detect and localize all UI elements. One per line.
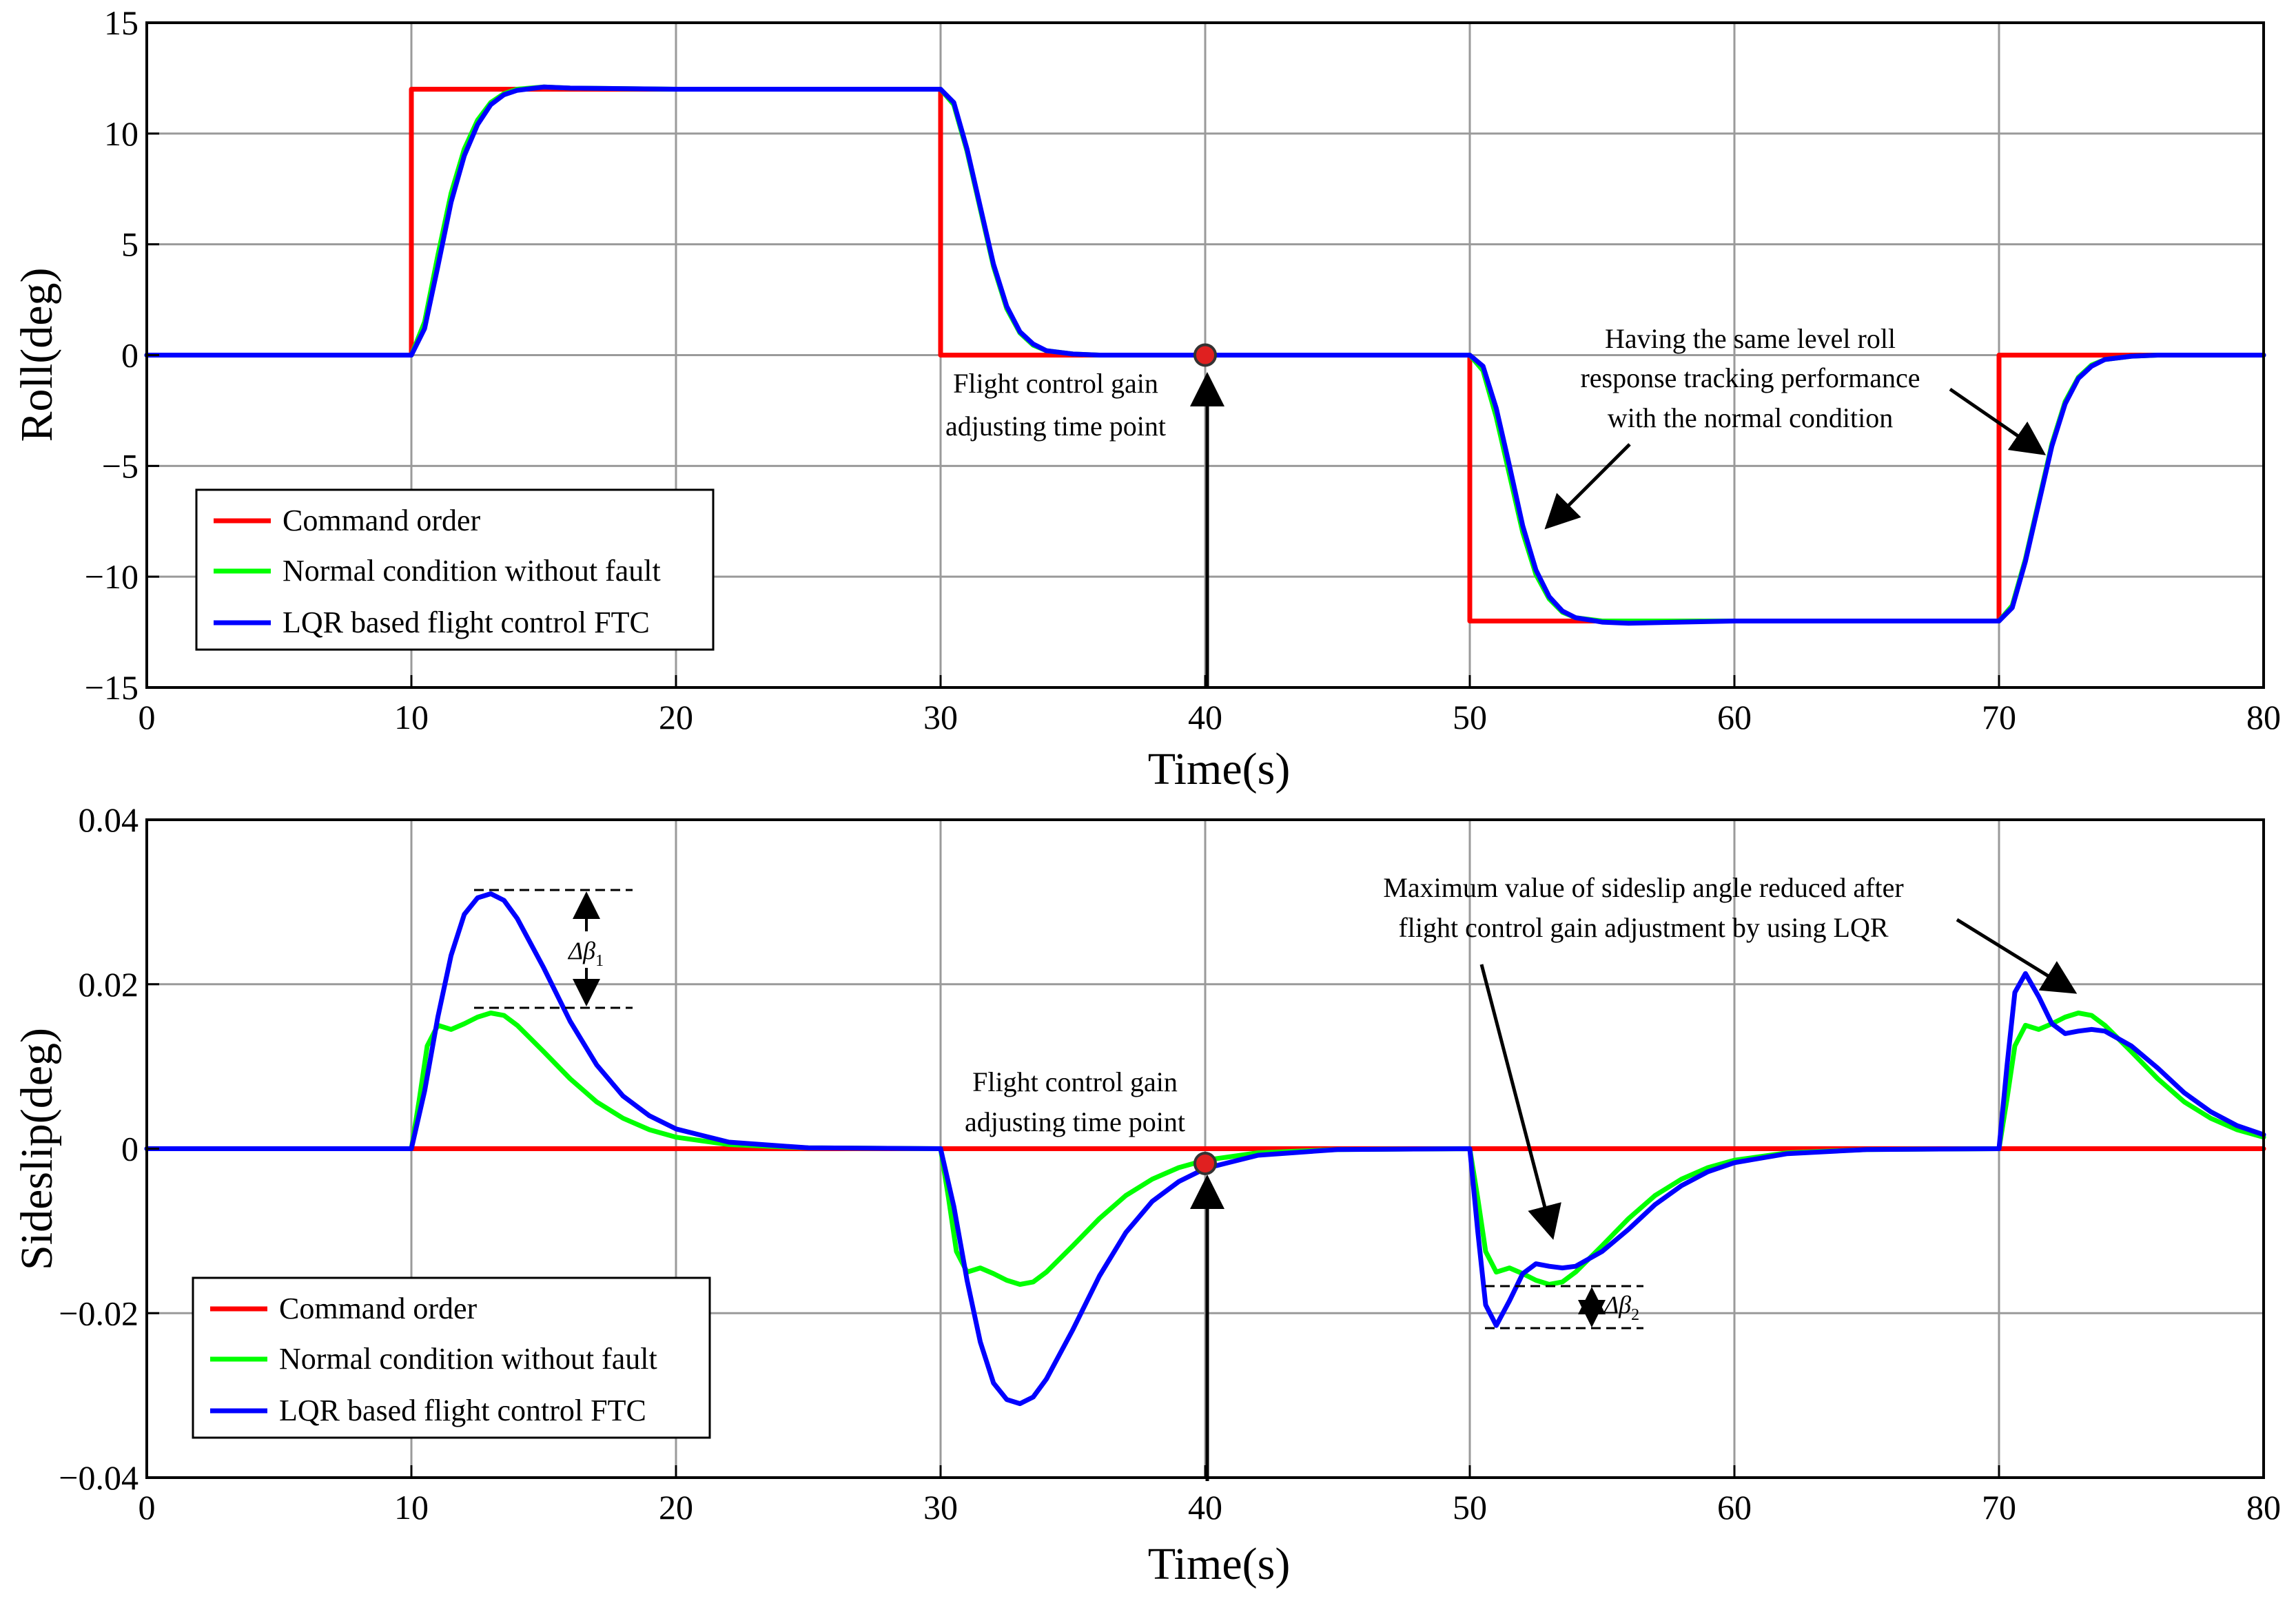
roll-performance-arrow-right (1949, 387, 2047, 455)
delta-beta-2-label: Δβ2 (1603, 1291, 1639, 1324)
sideslip-panel: 0 10 20 30 40 50 60 70 80 −0.04 −0.02 0 0.02 0.04 Tim… (12, 800, 2281, 1589)
delta-beta-1-annotation: Δβ1 (474, 889, 633, 1009)
roll-ytick-label: 0 (121, 336, 139, 375)
sideslip-legend: Command order Normal condition without f… (192, 1276, 711, 1439)
roll-xtick-label: 0 (139, 698, 156, 736)
sideslip-legend-label-normal: Normal condition without fault (279, 1342, 657, 1376)
roll-ytick-label: 15 (104, 3, 139, 42)
roll-xtick-label: 30 (923, 698, 958, 736)
roll-legend-label-lqr: LQR based flight control FTC (283, 606, 650, 639)
roll-ytick-label: −15 (85, 668, 139, 707)
sideslip-legend-label-command: Command order (279, 1292, 478, 1325)
roll-tick-labels: 0 10 20 30 40 50 60 70 80 −15 −10 −5 0 5 10 15 (85, 3, 2281, 736)
roll-annotation-performance-line1: Having the same level roll (1605, 323, 1896, 354)
sideslip-annotation-gain-line1: Flight control gain (972, 1066, 1178, 1097)
sideslip-legend-label-lqr: LQR based flight control FTC (279, 1394, 646, 1427)
sideslip-tick-labels: 0 10 20 30 40 50 60 70 80 −0.04 −0.02 0 0.02 0.04 (59, 800, 2281, 1527)
sideslip-max-arrow-left (1479, 964, 1561, 1240)
roll-legend: Command order Normal condition without f… (195, 488, 715, 651)
delta-beta-1-label: Δβ1 (567, 937, 604, 970)
delta-beta-2-annotation: Δβ2 (1485, 1285, 1643, 1330)
sideslip-annotation-max-line2: flight control gain adjustment by using … (1398, 912, 1888, 943)
roll-xtick-label: 60 (1717, 698, 1752, 736)
roll-gain-marker (1193, 343, 1217, 367)
side-lqr-ftc-line (144, 891, 2266, 1407)
roll-xlabel: Time(s) (1148, 744, 1291, 794)
side-ytick-label: −0.02 (59, 1294, 139, 1332)
side-xtick-label: 20 (659, 1488, 693, 1527)
side-xtick-label: 70 (1982, 1488, 2016, 1527)
side-xtick-label: 60 (1717, 1488, 1752, 1527)
roll-xtick-label: 40 (1188, 698, 1222, 736)
roll-legend-label-normal: Normal condition without fault (283, 554, 661, 588)
roll-ytick-label: −5 (102, 446, 139, 485)
sideslip-ylabel: Sideslip(deg) (12, 1028, 62, 1270)
roll-performance-arrow-left (1544, 443, 1631, 530)
roll-ytick-label: 10 (104, 114, 139, 153)
sideslip-annotation-gain-line2: adjusting time point (965, 1106, 1185, 1137)
sideslip-legend-box (192, 1276, 711, 1439)
roll-xtick-label: 70 (1982, 698, 2016, 736)
sideslip-annotation-max-line1: Maximum value of sideslip angle reduced … (1383, 872, 1903, 903)
roll-annotation-performance-line3: with the normal condition (1608, 402, 1893, 433)
roll-xtick-label: 10 (394, 698, 429, 736)
roll-annotation-gain-line2: adjusting time point (945, 411, 1166, 442)
roll-ytick-label: 5 (121, 225, 139, 264)
roll-ylabel: Roll(deg) (12, 268, 62, 442)
side-xtick-label: 0 (139, 1488, 156, 1527)
side-ytick-label: 0.02 (79, 965, 139, 1004)
sideslip-series-group (144, 891, 2266, 1407)
roll-xtick-label: 80 (2246, 698, 2281, 736)
side-ytick-label: 0 (121, 1130, 139, 1168)
roll-legend-box (195, 488, 715, 651)
side-xtick-label: 50 (1453, 1488, 1487, 1527)
side-xtick-label: 40 (1188, 1488, 1222, 1527)
sideslip-max-arrow-right (1956, 918, 2078, 994)
roll-ytick-label: −10 (85, 557, 139, 596)
roll-xtick-label: 50 (1453, 698, 1487, 736)
side-xtick-label: 10 (394, 1488, 429, 1527)
sideslip-gain-marker (1193, 1151, 1217, 1175)
side-ytick-label: −0.04 (59, 1458, 139, 1497)
roll-annotation-performance-line2: response tracking performance (1580, 362, 1920, 393)
roll-annotation-gain-line1: Flight control gain (953, 368, 1158, 399)
side-ytick-label: 0.04 (79, 800, 139, 839)
roll-legend-label-command: Command order (283, 504, 481, 537)
roll-xtick-label: 20 (659, 698, 693, 736)
side-xtick-label: 80 (2246, 1488, 2281, 1527)
sideslip-xlabel: Time(s) (1148, 1539, 1291, 1589)
side-xtick-label: 30 (923, 1488, 958, 1527)
